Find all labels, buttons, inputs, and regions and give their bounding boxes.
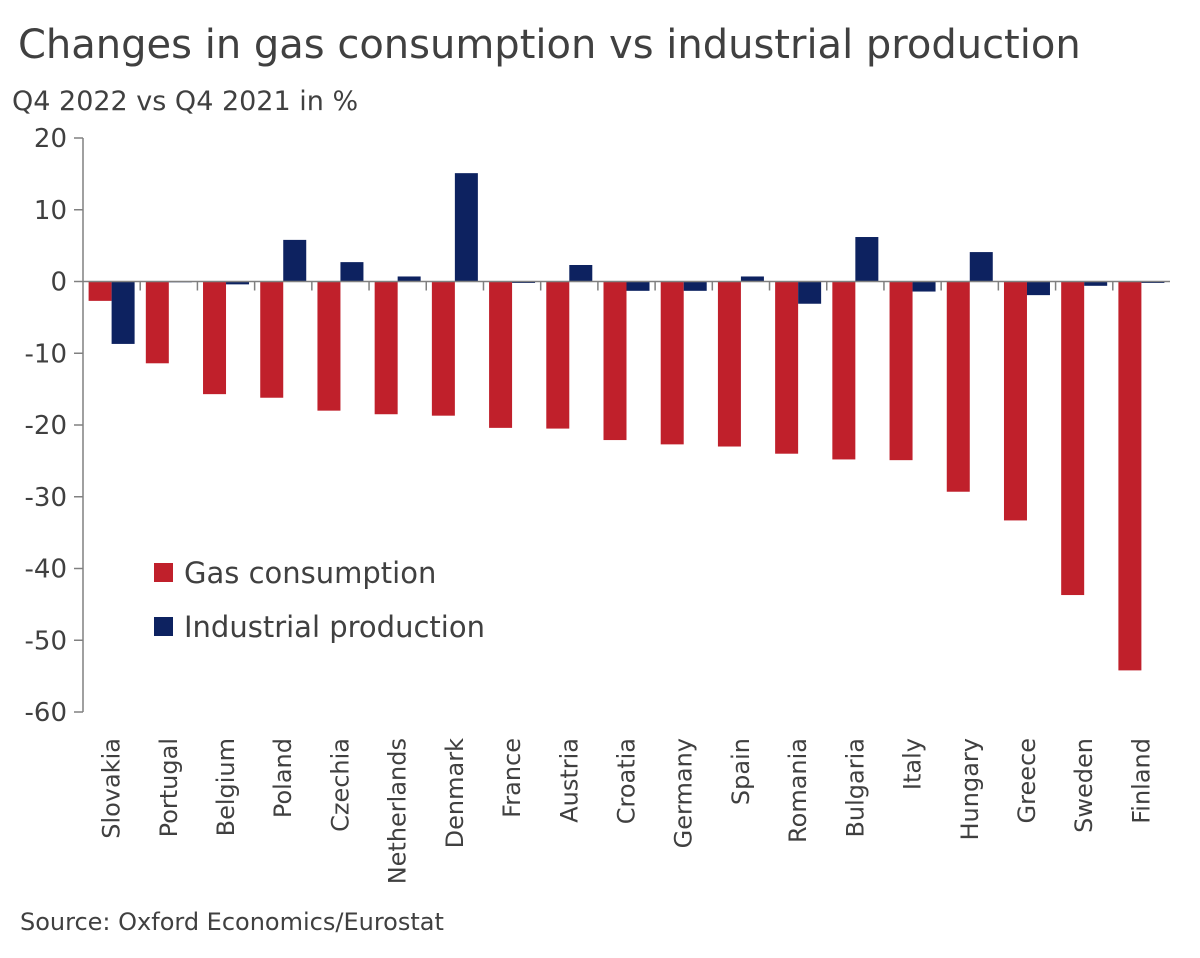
industrial-production-bar	[340, 262, 364, 282]
x-category-label: Romania	[784, 738, 812, 843]
y-tick-label: 10	[34, 196, 67, 226]
x-category-label: Denmark	[441, 738, 469, 848]
gas-consumption-bar	[1061, 281, 1085, 596]
x-category-label: Slovakia	[98, 738, 126, 839]
industrial-production-bar	[855, 237, 879, 282]
y-tick-label: 0	[50, 268, 67, 298]
industrial-production-bar	[283, 239, 307, 282]
industrial-production-bar	[969, 252, 993, 282]
x-category-label: Croatia	[613, 738, 641, 824]
y-tick-label: -20	[25, 411, 67, 441]
x-category-label: Hungary	[956, 738, 984, 840]
x-category-label: France	[498, 738, 526, 818]
gas-consumption-bar	[260, 281, 284, 398]
gas-consumption-bar	[889, 281, 913, 461]
industrial-production-bar	[111, 281, 135, 344]
gas-consumption-bar	[546, 281, 570, 429]
gas-consumption-bar	[775, 281, 799, 454]
industrial-production-bar	[397, 276, 421, 282]
industrial-production-bar	[226, 281, 250, 285]
industrial-production-bar	[569, 264, 593, 282]
y-tick-label: -10	[25, 339, 67, 369]
gas-consumption-bar	[717, 281, 741, 447]
chart-subtitle: Q4 2022 vs Q4 2021 in %	[12, 86, 359, 117]
industrial-production-bar	[1026, 281, 1050, 296]
x-category-label: Greece	[1013, 738, 1041, 823]
legend-swatch-industrial-production	[154, 617, 173, 636]
x-category-label: Finland	[1127, 738, 1155, 824]
x-category-label: Sweden	[1070, 738, 1098, 833]
x-category-label: Spain	[727, 738, 755, 805]
legend-swatch-gas-consumption	[154, 563, 173, 582]
gas-consumption-bar	[203, 281, 227, 395]
x-category-label: Germany	[670, 738, 698, 848]
source-note: Source: Oxford Economics/Eurostat	[20, 908, 444, 936]
y-tick-label: -60	[25, 698, 67, 728]
industrial-production-bar	[1084, 281, 1108, 286]
gas-consumption-bar	[946, 281, 970, 492]
y-tick-label: -30	[25, 483, 67, 513]
industrial-production-bar	[454, 173, 478, 282]
industrial-production-bar	[683, 281, 707, 291]
industrial-production-bar	[798, 281, 822, 304]
industrial-production-bar	[740, 276, 764, 282]
gas-consumption-bar	[832, 281, 856, 460]
legend-label-gas-consumption: Gas consumption	[184, 556, 436, 590]
gas-consumption-bar	[374, 281, 398, 415]
gas-consumption-bar	[660, 281, 684, 445]
x-category-label: Belgium	[212, 738, 240, 836]
gas-consumption-bar	[489, 281, 513, 428]
gas-consumption-bar	[1118, 281, 1142, 671]
y-tick-label: -50	[25, 626, 67, 656]
gas-consumption-bar	[431, 281, 455, 416]
x-category-label: Austria	[555, 738, 583, 823]
x-category-label: Italy	[899, 738, 927, 790]
x-category-label: Netherlands	[384, 738, 412, 884]
gas-consumption-bar	[1003, 281, 1027, 521]
x-category-label: Czechia	[326, 738, 354, 832]
chart-title: Changes in gas consumption vs industrial…	[18, 22, 1081, 68]
gas-consumption-bar	[88, 281, 112, 301]
gas-consumption-bar	[145, 281, 169, 364]
gas-consumption-bar	[317, 281, 341, 411]
gas-consumption-bar	[603, 281, 627, 441]
y-tick-label: 20	[34, 124, 67, 154]
industrial-production-bar	[912, 281, 936, 292]
x-category-label: Bulgaria	[841, 738, 869, 838]
x-category-label: Poland	[269, 738, 297, 818]
industrial-production-bar	[626, 281, 650, 291]
y-tick-label: -40	[25, 555, 67, 585]
legend-label-industrial-production: Industrial production	[184, 610, 485, 644]
x-category-label: Portugal	[155, 738, 183, 837]
